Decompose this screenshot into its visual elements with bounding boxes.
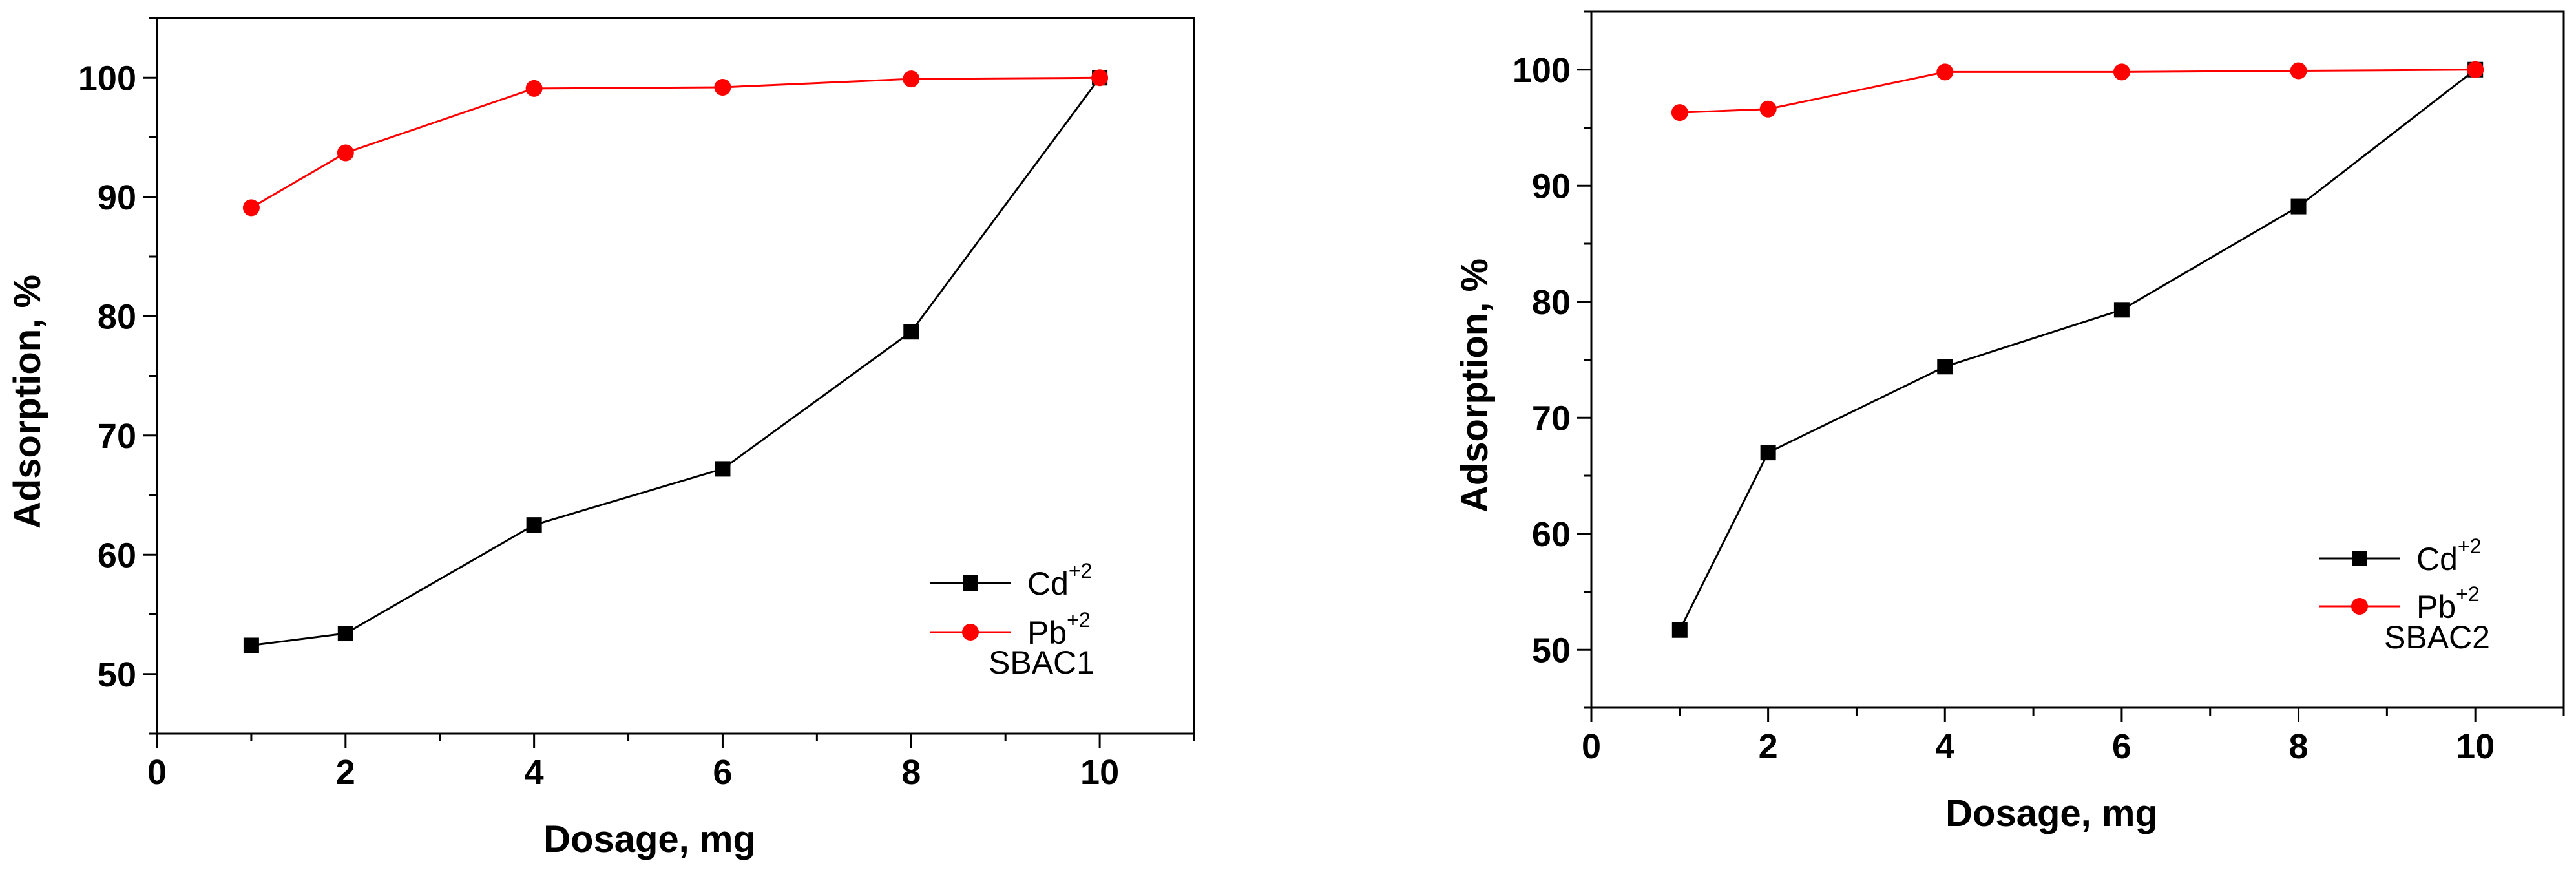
data-point-cd <box>337 626 353 642</box>
data-point-pb <box>1671 104 1688 122</box>
x-tick-label: 8 <box>2289 727 2309 766</box>
legend-marker <box>2352 551 2367 566</box>
legend-label: Pb+2 <box>1027 608 1091 651</box>
y-tick-label: 100 <box>1513 51 1571 90</box>
data-point-pb <box>337 144 354 162</box>
x-tick-label: 2 <box>336 753 355 792</box>
series-line-pb <box>1679 69 2476 114</box>
data-point-pb <box>714 79 731 96</box>
series-line-cd <box>1679 69 2477 631</box>
y-tick-label: 70 <box>1532 399 1571 438</box>
x-tick-label: 10 <box>1080 753 1119 792</box>
legend-label: Cd+2 <box>2416 535 2481 577</box>
data-point-cd <box>1671 622 1688 638</box>
x-tick-label: 8 <box>901 753 921 792</box>
series-line-cd <box>251 77 1101 646</box>
data-point-pb <box>1759 100 1777 118</box>
y-tick-label: 80 <box>1532 283 1571 322</box>
data-point-cd <box>903 324 919 340</box>
data-point-cd <box>2290 198 2307 215</box>
y-axis-title: Adsorption, % <box>1454 259 1496 513</box>
x-tick-label: 2 <box>1759 727 1778 766</box>
x-tick-label: 6 <box>2112 727 2131 766</box>
y-tick-label: 90 <box>1532 167 1571 206</box>
data-point-cd <box>243 637 259 653</box>
legend-marker <box>963 575 978 591</box>
legend-label: Pb+2 <box>2416 582 2480 625</box>
data-point-pb <box>242 199 260 217</box>
data-point-cd <box>1760 445 1776 461</box>
y-tick-label: 50 <box>1532 631 1571 670</box>
y-tick-label: 50 <box>98 655 136 694</box>
y-tick-label: 90 <box>98 178 136 217</box>
y-tick-label: 80 <box>98 297 136 336</box>
legend-item-pb: Pb+2 <box>2319 582 2480 625</box>
data-point-cd <box>526 517 542 533</box>
y-axis-title: Adsorption, % <box>6 275 48 529</box>
data-point-pb <box>2113 63 2130 81</box>
data-point-pb <box>1936 63 1954 81</box>
legend-item-cd: Cd+2 <box>2319 535 2481 577</box>
x-tick-label: 6 <box>713 753 732 792</box>
legend-marker <box>2351 598 2368 615</box>
y-tick-label: 60 <box>1532 515 1571 554</box>
data-point-pb <box>2467 61 2484 78</box>
x-axis-title: Dosage, mg <box>1945 792 2158 834</box>
panel-annotation: SBAC2 <box>2384 619 2490 655</box>
data-point-pb <box>525 80 543 97</box>
data-point-pb <box>2290 62 2307 80</box>
panel-annotation: SBAC1 <box>989 644 1094 681</box>
chart-panel-2: 0 2 4 6 8 10 50 60 70 80 90 100 Dosage, mg Adsorption… <box>1454 10 2565 834</box>
x-tick-label: 0 <box>147 753 167 792</box>
legend-item-cd: Cd+2 <box>930 559 1092 602</box>
x-tick-label: 4 <box>1935 727 1954 766</box>
legend-item-pb: Pb+2 <box>930 608 1091 651</box>
series-line-pb <box>251 76 1100 209</box>
data-point-pb <box>1091 69 1109 87</box>
data-point-cd <box>2113 302 2130 318</box>
data-point-pb <box>903 70 920 88</box>
y-tick-label: 100 <box>78 59 136 98</box>
chart-panel-1: 0 2 4 6 8 10 50 60 70 80 90 100 Dosage, mg Adsorption… <box>6 17 1195 860</box>
legend-label: Cd+2 <box>1027 559 1092 602</box>
data-point-cd <box>1937 359 1953 375</box>
legend-marker <box>962 624 979 641</box>
x-axis-title: Dosage, mg <box>543 818 756 860</box>
x-tick-label: 0 <box>1582 727 1601 766</box>
data-point-cd <box>715 461 731 477</box>
y-tick-label: 70 <box>98 417 136 456</box>
y-tick-label: 60 <box>98 536 136 575</box>
x-tick-label: 10 <box>2456 727 2495 766</box>
x-tick-label: 4 <box>525 753 544 792</box>
